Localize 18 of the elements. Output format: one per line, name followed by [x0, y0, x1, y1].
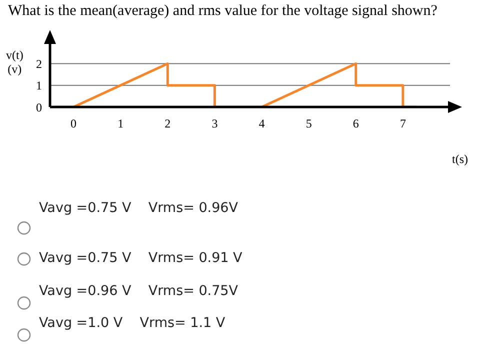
x-axis-title: t(s)	[452, 152, 468, 167]
y-axis-title: v(t) (v)	[6, 48, 24, 76]
y-tick-label: 0	[36, 100, 42, 114]
x-tick-label: 7	[400, 116, 406, 131]
x-tick-label: 4	[258, 116, 265, 131]
x-tick-label: 0	[70, 116, 77, 131]
x-tick-label: 1	[118, 116, 124, 131]
chart-title: What is the mean(average) and rms value for the voltage signal shown?	[8, 3, 438, 20]
text: Vavg =1.0 V Vrms= 1.1 V	[39, 315, 226, 331]
y-tick-label: 1	[36, 78, 42, 93]
x-tick-label: 6	[352, 116, 359, 131]
y-tick-label: 2	[36, 56, 42, 71]
text: Vavg =0.96 V Vrms= 0.75V	[39, 283, 238, 299]
text: Vavg =0.75 V Vrms= 0.96V	[39, 200, 238, 216]
text: Vavg =0.75 V Vrms= 0.91 V	[39, 250, 242, 266]
x-tick-label: 3	[212, 116, 218, 131]
x-tick-label: 2	[164, 116, 171, 131]
x-tick-label: 5	[306, 116, 312, 131]
